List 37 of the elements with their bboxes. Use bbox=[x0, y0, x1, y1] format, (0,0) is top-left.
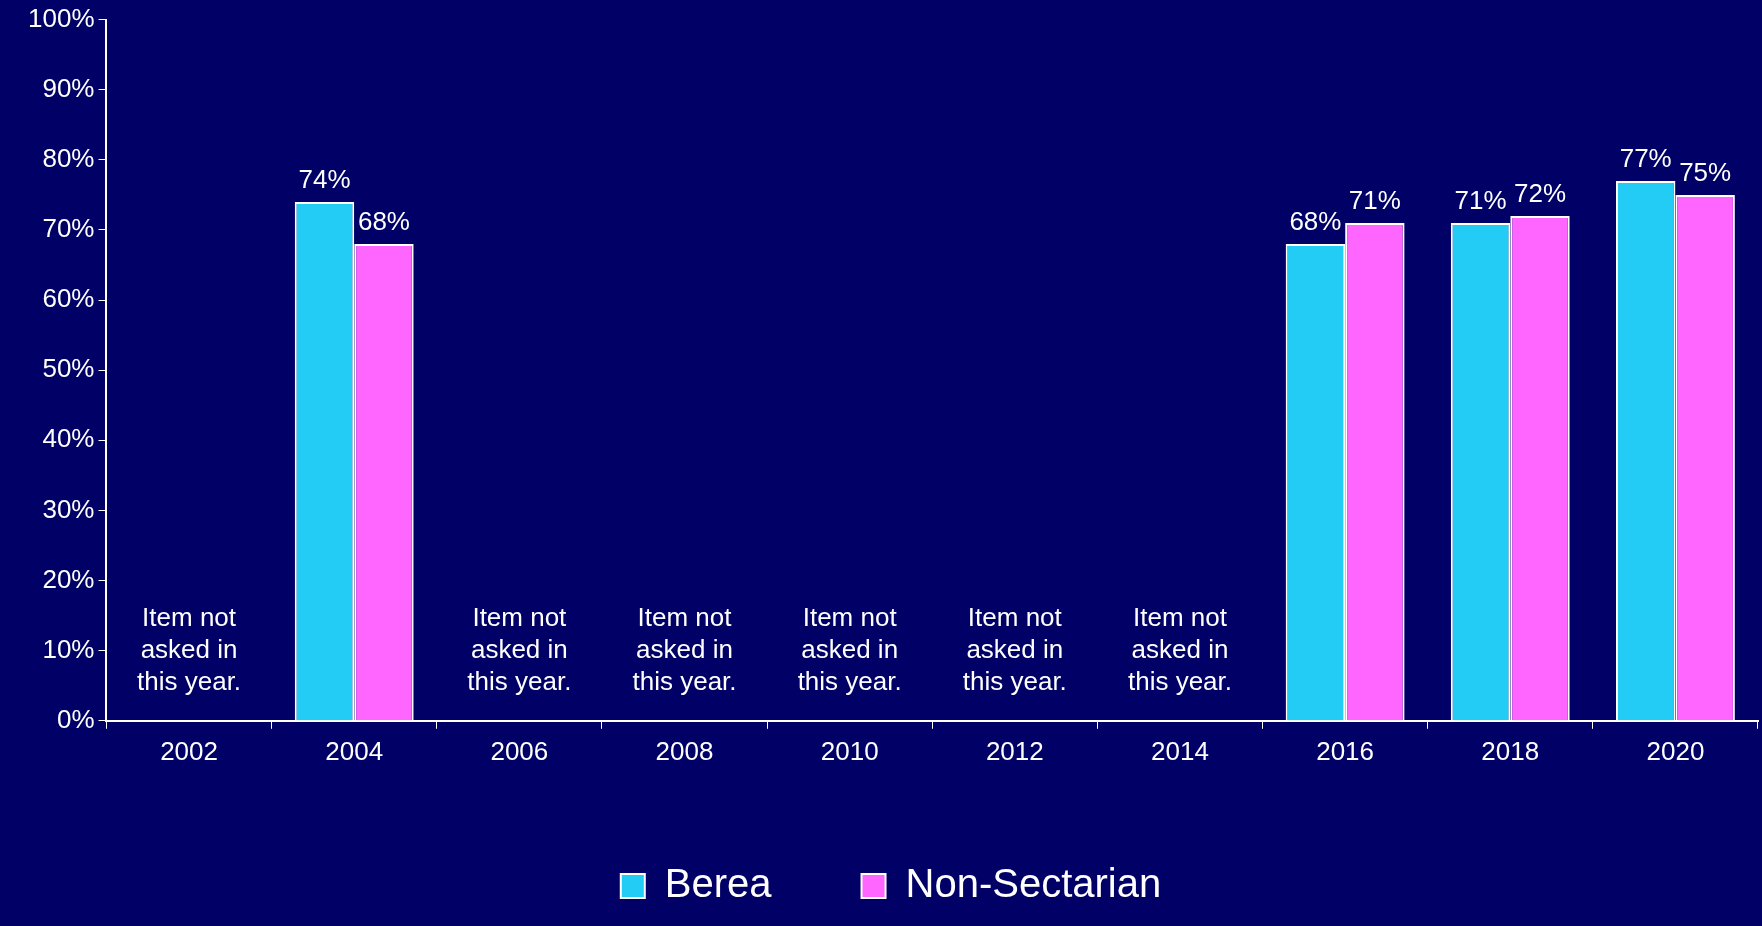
y-tick-label: 90% bbox=[42, 72, 95, 103]
x-tick-label: 2002 bbox=[160, 735, 218, 766]
y-tick-label: 30% bbox=[42, 493, 95, 524]
data-label: 71% bbox=[1348, 185, 1401, 216]
data-label: 68% bbox=[357, 206, 410, 237]
data-label: 77% bbox=[1619, 143, 1672, 174]
annotation: Item not asked in this year. bbox=[632, 601, 737, 696]
annotation: Item not asked in this year. bbox=[962, 601, 1067, 696]
data-label: 75% bbox=[1679, 157, 1732, 188]
annotation: Item not asked in this year. bbox=[137, 601, 242, 696]
annotation: Item not asked in this year. bbox=[467, 601, 572, 696]
x-tick-label: 2012 bbox=[985, 735, 1044, 766]
y-tick-label: 40% bbox=[42, 423, 95, 454]
y-tick-label: 0% bbox=[56, 703, 95, 734]
x-tick-label: 2016 bbox=[1316, 735, 1375, 766]
data-label: 74% bbox=[298, 164, 351, 195]
data-label: 68% bbox=[1289, 206, 1342, 237]
y-tick-label: 100% bbox=[28, 2, 95, 33]
x-tick-label: 2020 bbox=[1646, 735, 1705, 766]
annotation: Item not asked in this year. bbox=[1127, 601, 1233, 696]
x-tick-label: 2014 bbox=[1151, 735, 1209, 766]
x-tick-label: 2006 bbox=[490, 735, 549, 766]
data-label: 71% bbox=[1454, 185, 1507, 216]
data-label: 72% bbox=[1513, 178, 1567, 209]
y-tick-label: 10% bbox=[42, 633, 95, 664]
y-tick-label: 60% bbox=[42, 283, 95, 314]
y-tick-label: 50% bbox=[42, 353, 95, 384]
x-tick-label: 2018 bbox=[1481, 735, 1540, 766]
legend-label: Non-Sectarian bbox=[905, 861, 1162, 906]
annotation: Item not asked in this year. bbox=[797, 601, 902, 696]
x-tick-label: 2010 bbox=[820, 735, 879, 766]
x-tick-label: 2008 bbox=[655, 735, 714, 766]
legend-label: Berea bbox=[664, 861, 773, 906]
x-tick-label: 2004 bbox=[325, 735, 384, 766]
y-tick-label: 70% bbox=[42, 213, 95, 244]
y-tick-label: 20% bbox=[42, 563, 95, 594]
y-tick-label: 80% bbox=[42, 143, 95, 174]
